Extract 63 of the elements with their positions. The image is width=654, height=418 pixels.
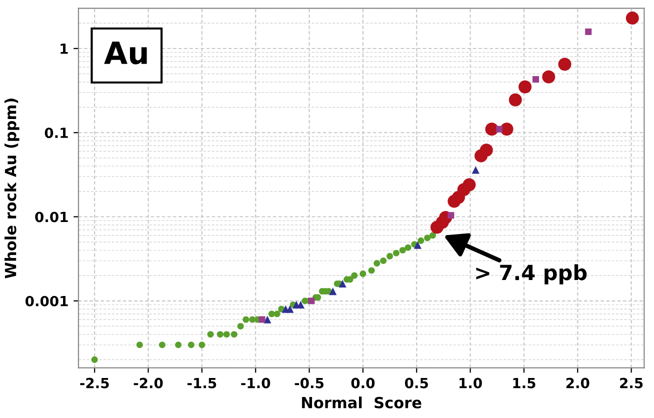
point [329,287,337,296]
point [532,76,540,83]
point [518,80,532,94]
point [374,260,380,267]
point [188,342,194,348]
y-tick-label: 0.001 [25,296,68,306]
point [175,342,182,348]
point [268,310,275,318]
point [264,316,272,324]
point [258,316,266,323]
point [158,342,166,348]
annotation: Au [104,42,147,64]
point [585,28,592,36]
point [91,356,98,363]
x-tick-label: -2.5 [80,378,109,388]
point [399,246,406,254]
point [418,237,424,244]
y-tick-label: 0.01 [35,212,68,222]
x-tick-label: 2.0 [566,378,590,388]
point [448,212,454,219]
point [462,178,476,192]
point [223,331,230,338]
point [626,12,639,25]
x-tick-label: -1.0 [241,378,270,388]
point [198,342,206,348]
x-tick-label: 1.0 [460,378,482,388]
point [338,280,346,288]
point [414,241,422,249]
annotation: > 7.4 ppb [476,264,587,284]
point [351,272,358,279]
point [237,322,244,330]
point [496,126,503,132]
point [508,93,522,106]
point [216,331,224,338]
point [136,342,143,348]
x-axis-title: Normal Score [302,396,422,408]
x-tick-label: -0.5 [294,378,324,388]
y-axis-title: Whole rock Au (ppm) [4,98,20,278]
y-tick-label: 0.1 [44,128,68,138]
point [542,70,556,84]
point [380,257,387,264]
point [230,331,238,338]
point [558,58,572,71]
x-tick-label: 1.5 [513,378,536,388]
x-tick-label: 0.5 [404,378,428,388]
point [472,166,480,174]
point [368,267,375,274]
point [242,316,250,323]
y-tick-label: 1 [60,44,68,54]
point [207,331,214,338]
x-tick-label: 2.5 [620,378,643,388]
point [386,252,394,260]
point [274,310,280,318]
point [392,250,400,256]
point [404,244,412,251]
point [360,270,366,278]
point [429,232,436,239]
point [286,305,294,313]
point [480,144,493,157]
x-tick-label: 0.0 [351,378,375,388]
x-tick-label: -1.5 [187,378,216,388]
x-tick-label: -2.0 [134,378,163,388]
point [424,234,431,242]
